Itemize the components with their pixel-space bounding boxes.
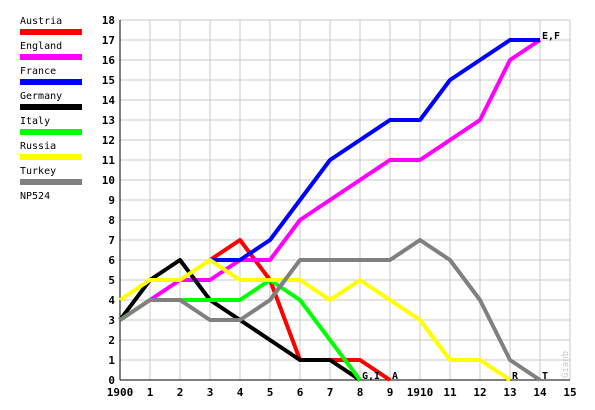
series-lines: [118, 38, 542, 382]
x-tick-label: 8: [357, 386, 364, 399]
x-tick-label: 1: [147, 386, 154, 399]
end-label: E,F: [542, 31, 560, 42]
legend-label-italy: Italy: [20, 116, 50, 127]
y-tick-label: 2: [108, 334, 115, 347]
legend-label-russia: Russia: [20, 141, 56, 152]
y-tick-label: 12: [102, 134, 115, 147]
legend: Austria England France Germany Italy Russia Tu…: [20, 16, 82, 202]
y-tick-label: 7: [108, 234, 115, 247]
y-tick-label: 17: [102, 34, 115, 47]
legend-swatch-turkey: [20, 179, 82, 185]
x-tick-label: 11: [443, 386, 457, 399]
watermark: Gianb: [561, 351, 571, 378]
series-line-turkey: [118, 238, 542, 382]
legend-label-germany: Germany: [20, 91, 62, 102]
x-tick-label: 6: [297, 386, 304, 399]
legend-swatch-england: [20, 54, 82, 60]
y-tick-label: 4: [108, 294, 115, 307]
legend-label-england: England: [20, 41, 62, 52]
legend-label-turkey: Turkey: [20, 166, 56, 177]
y-tick-label: 11: [102, 154, 116, 167]
x-tick-labels: 1900 1 2 3 4 5 6 7 8 9 1910 11 12 13 14 15: [107, 386, 577, 399]
legend-swatch-germany: [20, 104, 82, 110]
x-tick-label: 9: [387, 386, 394, 399]
y-tick-label: 18: [102, 14, 115, 27]
x-tick-label: 15: [563, 386, 576, 399]
legend-label-austria: Austria: [20, 16, 62, 27]
legend-label-france: France: [20, 66, 56, 77]
end-label: T: [542, 371, 548, 382]
x-tick-label: 14: [533, 386, 547, 399]
x-tick-label: 5: [267, 386, 274, 399]
x-tick-label: 3: [207, 386, 214, 399]
y-tick-label: 9: [108, 194, 115, 207]
end-label: R: [512, 371, 519, 382]
x-tick-label: 1910: [407, 386, 434, 399]
y-tick-label: 0: [108, 374, 115, 387]
y-tick-label: 3: [108, 314, 115, 327]
x-tick-label: 4: [237, 386, 244, 399]
y-tick-label: 14: [102, 94, 116, 107]
x-tick-label: 1900: [107, 386, 134, 399]
end-labels: E,F G,I A R T: [362, 31, 560, 382]
y-tick-label: 16: [102, 54, 116, 67]
y-tick-label: 10: [102, 174, 115, 187]
series-line-russia: [118, 258, 512, 382]
x-tick-label: 13: [503, 386, 516, 399]
y-tick-label: 6: [108, 254, 115, 267]
x-tick-label: 12: [473, 386, 486, 399]
y-tick-label: 1: [108, 354, 115, 367]
end-label: G,I: [362, 371, 380, 382]
y-tick-label: 13: [102, 114, 115, 127]
legend-swatch-france: [20, 79, 82, 85]
x-tick-label: 2: [177, 386, 184, 399]
x-tick-label: 7: [327, 386, 334, 399]
legend-swatch-austria: [20, 29, 82, 35]
y-tick-label: 8: [108, 214, 115, 227]
y-tick-label: 15: [102, 74, 115, 87]
series-line-england: [148, 38, 542, 302]
series-line-france: [210, 38, 540, 262]
y-tick-label: 5: [108, 274, 115, 287]
end-label: A: [392, 371, 398, 382]
legend-note: NP524: [20, 191, 50, 202]
legend-swatch-russia: [20, 154, 82, 160]
legend-swatch-italy: [20, 129, 82, 135]
